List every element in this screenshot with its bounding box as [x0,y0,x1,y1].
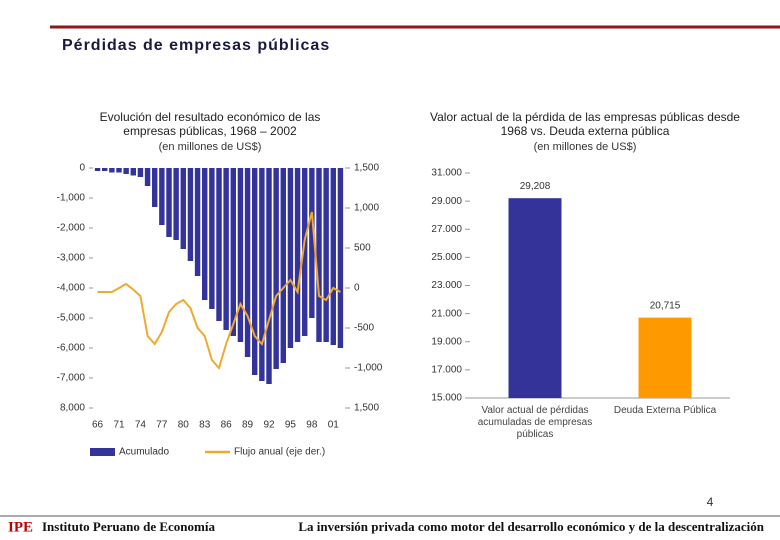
y-tick-label: -4,000 [57,283,86,294]
y2-tick-label: -500 [354,323,374,334]
bar [166,168,172,237]
bar [294,168,301,342]
bar [508,198,562,398]
bar [237,168,244,342]
x-tick-label: 95 [285,420,297,431]
y2-tick-label: 1,000 [354,203,379,214]
y-tick-label: -3,000 [57,253,86,264]
x-tick-label: 71 [113,420,125,431]
y2-tick-label: 1,500 [354,163,379,174]
bar [194,168,201,276]
x-tick-label: 98 [306,420,318,431]
bar [102,168,108,171]
y-tick-label: 31.000 [431,168,462,179]
y2-tick-label: 0 [354,283,360,294]
y-tick-label: 21.000 [431,308,462,319]
bar [302,168,308,336]
bar [266,168,272,384]
x-tick-label: 89 [242,420,254,431]
x-tick-label: 66 [92,420,104,431]
line [97,211,341,371]
y2-tick-label: 500 [354,243,371,254]
bar [323,168,329,342]
bar [638,317,692,398]
slide-title: Pérdidas de empresas públicas [62,37,330,54]
footer-institute: Instituto Peruano de Economía [42,519,215,534]
y-tick-label: -1,000 [57,193,86,204]
chart-subtitle: (en millones de US$) [533,141,637,153]
bar [137,168,144,177]
value-label: 29,208 [520,181,551,192]
y-tick-label: 27.000 [431,224,462,235]
bar [130,168,136,176]
footer-logo: IPE [8,519,33,535]
bar [180,168,186,249]
bar [159,168,165,225]
y-tick-label: -6,000 [57,343,86,354]
x-tick-label: 80 [178,420,190,431]
page-number: 4 [707,495,714,509]
y-tick-label: 29.000 [431,196,462,207]
x-tick-label: 77 [156,420,168,431]
y-tick-label: 8,000 [60,403,85,414]
bar [223,168,229,330]
bar [216,168,222,321]
y-tick-label: -5,000 [57,313,86,324]
bar [244,168,251,357]
value-label: 20,715 [650,300,681,311]
x-tick-label: 01 [328,420,340,431]
bar [109,168,115,173]
bar [330,168,336,345]
x-tick-label: Deuda Externa Pública [613,405,717,416]
bar [287,168,294,348]
y-tick-label: 19.000 [431,336,462,347]
bar [116,168,122,173]
legend-label: Acumulado [119,447,169,458]
bar [230,168,236,336]
bar [173,168,179,240]
bar [337,168,344,348]
bar [316,168,322,342]
x-tick-label: Valor actual de pérdidas acumuladas de e… [477,405,593,440]
chart-subtitle: (en millones de US$) [158,141,262,153]
y-tick-label: -7,000 [57,373,86,384]
chart-title: Valor actual de la pérdida de las empres… [430,110,740,138]
x-tick-label: 86 [221,420,233,431]
y-tick-label: 0 [79,163,85,174]
bar [209,168,215,309]
bar [187,168,194,261]
bar [94,168,101,171]
y-tick-label: 17.000 [431,365,462,376]
x-tick-label: 74 [135,420,147,431]
footer-tagline: La inversión privada como motor del desa… [298,519,764,534]
chart-title: Evolución del resultado económico de las… [99,110,321,138]
x-tick-label: 83 [199,420,211,431]
legend-label: Flujo anual (eje der.) [234,447,325,458]
y-tick-label: 23.000 [431,280,462,291]
bar [273,168,279,369]
legend-swatch [90,448,115,456]
y2-tick-label: -1,000 [354,363,383,374]
y-tick-label: 15.000 [431,393,462,404]
y-tick-label: 25.000 [431,252,462,263]
bar [202,168,208,300]
x-tick-label: 92 [263,420,275,431]
bar [144,168,151,186]
bar [309,168,315,318]
bar [123,168,129,174]
bar [252,168,258,375]
y2-tick-label: 1,500 [354,403,379,414]
y-tick-label: -2,000 [57,223,86,234]
bar [280,168,286,363]
bar [152,168,158,207]
bar [259,168,265,381]
